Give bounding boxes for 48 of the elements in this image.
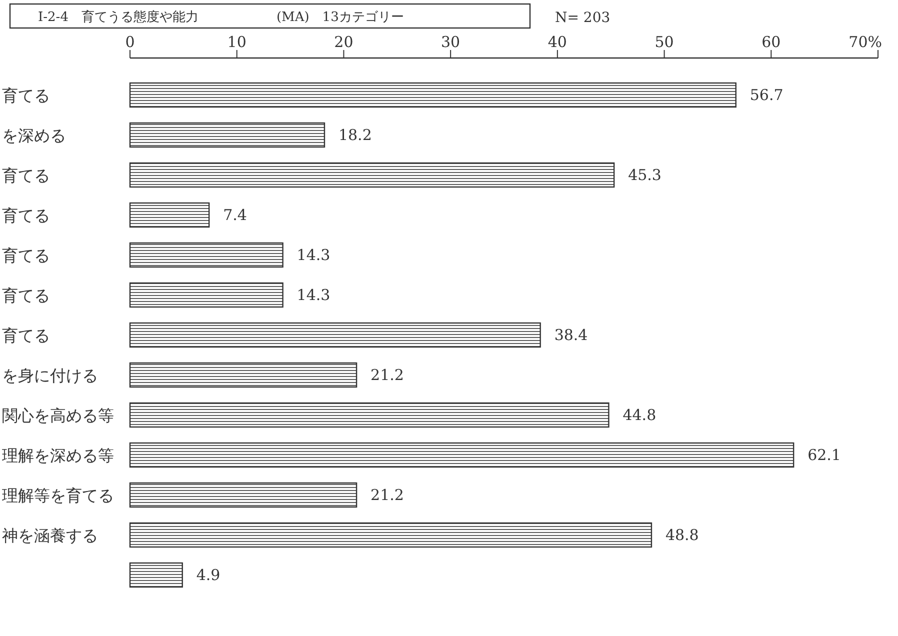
data-label: 45.3 <box>628 166 662 184</box>
data-label: 38.4 <box>554 326 588 344</box>
data-label: 7.4 <box>223 206 247 224</box>
y-tick-label: 関心を高める等 <box>2 406 114 425</box>
y-tick-label: 育てる <box>2 206 50 225</box>
bar <box>129 122 326 148</box>
y-tick-label: を深める <box>2 126 66 145</box>
title: Ⅰ-2-4 育てうる態度や能力 (MA) 13カテゴリー <box>38 10 404 25</box>
data-label: 21.2 <box>370 486 404 504</box>
data-label: 44.8 <box>622 406 656 424</box>
text: N= 203 <box>555 10 610 26</box>
bar <box>129 162 615 188</box>
y-tick-label: 理解等を育てる <box>2 486 114 505</box>
data-label: 14.3 <box>296 246 330 264</box>
data-label: 56.7 <box>750 86 784 104</box>
y-tick-label: を身に付ける <box>2 366 98 385</box>
y-tick-label: 神を涵養する <box>2 526 98 545</box>
x-tick-label: 30 <box>441 33 460 51</box>
x-tick-label: 60 <box>762 33 781 51</box>
bar <box>129 522 652 548</box>
bar <box>129 362 358 388</box>
bar <box>129 562 183 588</box>
bar <box>129 242 284 268</box>
data-label: 48.8 <box>665 526 699 544</box>
y-tick-label: 育てる <box>2 246 50 265</box>
bar <box>129 322 541 348</box>
data-label: 4.9 <box>196 566 220 584</box>
y-tick-label: 理解を深める等 <box>2 446 114 465</box>
x-tick-label: 0 <box>125 33 135 51</box>
x-tick-label: 10 <box>227 33 246 51</box>
bar <box>129 402 610 428</box>
x-tick-label: 50 <box>654 33 674 51</box>
y-tick-label: 育てる <box>2 286 50 305</box>
x-tick-label: 40 <box>548 33 567 51</box>
data-label: 14.3 <box>296 286 330 304</box>
bar <box>129 82 736 108</box>
y-tick-label: 育てる <box>2 166 50 185</box>
y-tick-label: 育てる <box>2 326 50 345</box>
data-label: 62.1 <box>808 446 841 464</box>
data-label: 21.2 <box>370 366 404 384</box>
x-tick-label: 20 <box>334 33 354 51</box>
bar <box>129 282 284 308</box>
y-tick-label: 育てる <box>2 86 50 105</box>
x-tick-label: 70% <box>848 33 882 51</box>
bar <box>129 202 210 228</box>
bar <box>129 482 358 508</box>
data-label: 18.2 <box>338 126 372 144</box>
bar <box>129 442 794 468</box>
